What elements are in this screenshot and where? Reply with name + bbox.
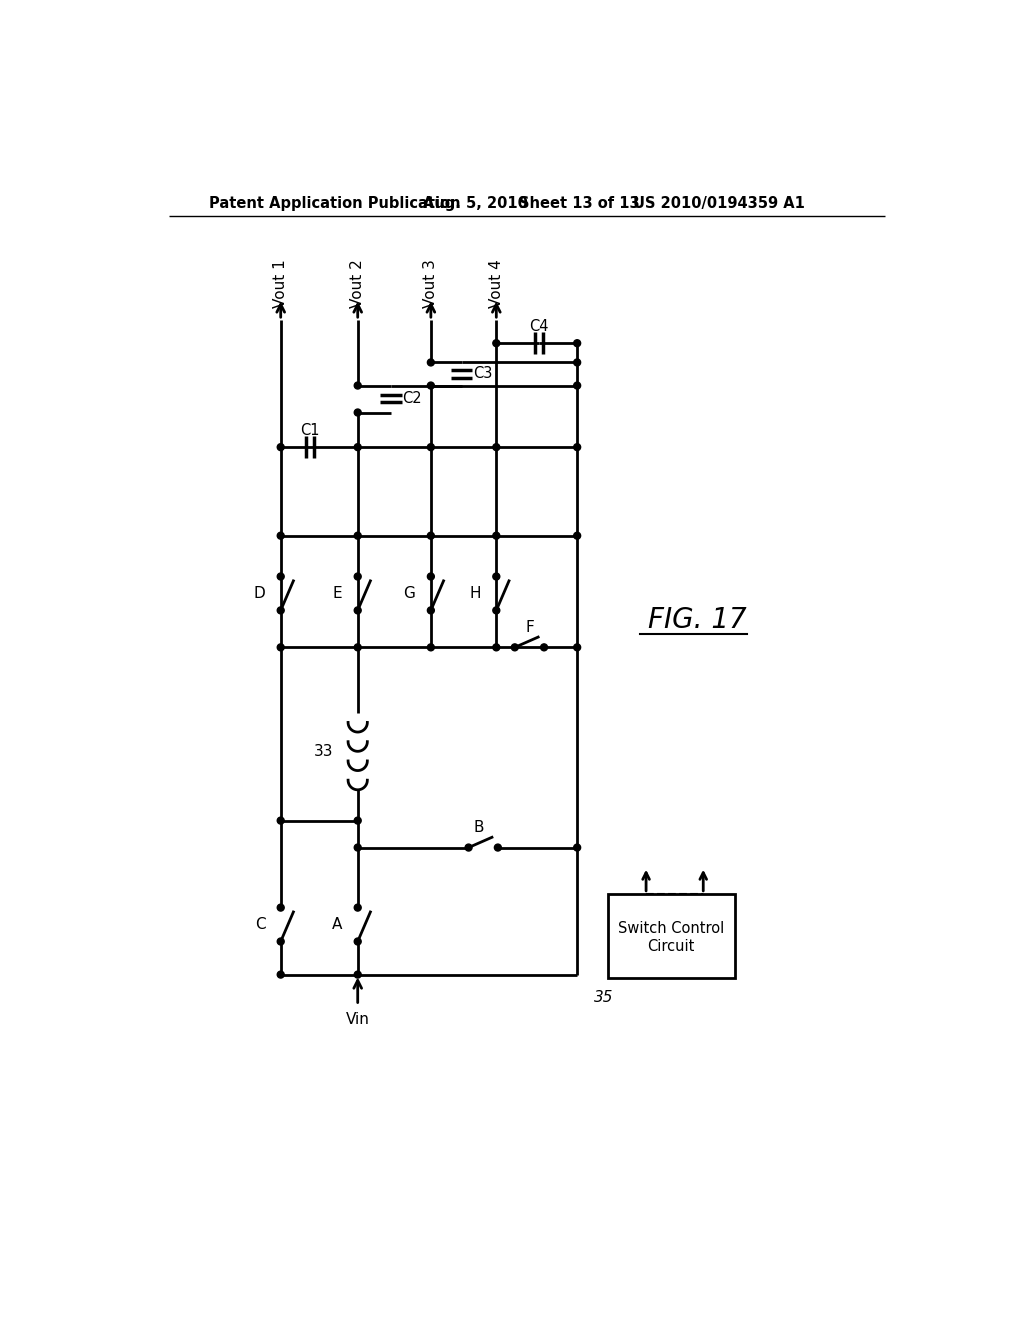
Circle shape — [354, 573, 361, 579]
Circle shape — [278, 532, 285, 539]
Circle shape — [573, 359, 581, 366]
Circle shape — [511, 644, 518, 651]
Circle shape — [493, 532, 500, 539]
Circle shape — [427, 644, 434, 651]
Circle shape — [427, 444, 434, 450]
Text: F: F — [525, 620, 535, 635]
Circle shape — [278, 573, 285, 579]
Circle shape — [493, 573, 500, 579]
Text: C1: C1 — [300, 422, 319, 438]
Circle shape — [354, 409, 361, 416]
Circle shape — [278, 644, 285, 651]
Circle shape — [493, 444, 500, 450]
Text: 35: 35 — [594, 990, 613, 1006]
Text: Switch Control: Switch Control — [617, 921, 724, 936]
Circle shape — [278, 444, 285, 450]
Text: Aug. 5, 2010: Aug. 5, 2010 — [423, 195, 528, 211]
Text: B: B — [473, 820, 484, 836]
Text: FIG. 17: FIG. 17 — [648, 606, 746, 635]
Circle shape — [354, 532, 361, 539]
Circle shape — [427, 381, 434, 389]
Text: C2: C2 — [402, 391, 422, 407]
Circle shape — [278, 972, 285, 978]
Text: E: E — [333, 586, 342, 601]
Text: Vout 4: Vout 4 — [488, 259, 504, 308]
Circle shape — [354, 644, 361, 651]
Text: 33: 33 — [313, 743, 333, 759]
Text: C3: C3 — [473, 367, 493, 381]
Text: Vin: Vin — [346, 1011, 370, 1027]
Circle shape — [573, 532, 581, 539]
Circle shape — [573, 444, 581, 450]
Text: Sheet 13 of 13: Sheet 13 of 13 — [519, 195, 640, 211]
Circle shape — [427, 607, 434, 614]
Text: Vout 1: Vout 1 — [273, 259, 288, 308]
Text: Circuit: Circuit — [647, 940, 695, 954]
Circle shape — [493, 644, 500, 651]
Circle shape — [541, 644, 548, 651]
Text: G: G — [403, 586, 416, 601]
Bar — [608, 894, 735, 978]
Circle shape — [573, 339, 581, 347]
Circle shape — [278, 817, 285, 824]
Circle shape — [278, 607, 285, 614]
Text: C: C — [255, 917, 265, 932]
Circle shape — [354, 444, 361, 450]
Circle shape — [465, 843, 472, 851]
Text: US 2010/0194359 A1: US 2010/0194359 A1 — [633, 195, 805, 211]
Circle shape — [427, 573, 434, 579]
Circle shape — [354, 607, 361, 614]
Circle shape — [278, 939, 285, 945]
Circle shape — [278, 904, 285, 911]
Circle shape — [427, 359, 434, 366]
Circle shape — [573, 644, 581, 651]
Circle shape — [354, 817, 361, 824]
Circle shape — [354, 843, 361, 851]
Circle shape — [573, 843, 581, 851]
Circle shape — [493, 339, 500, 347]
Circle shape — [354, 904, 361, 911]
Circle shape — [354, 972, 361, 978]
Circle shape — [493, 607, 500, 614]
Text: C4: C4 — [529, 318, 549, 334]
Circle shape — [427, 532, 434, 539]
Circle shape — [354, 381, 361, 389]
Circle shape — [354, 939, 361, 945]
Text: Vout 3: Vout 3 — [423, 259, 438, 308]
Circle shape — [495, 843, 502, 851]
Text: Vout 2: Vout 2 — [350, 259, 366, 308]
Text: Patent Application Publication: Patent Application Publication — [209, 195, 461, 211]
Text: A: A — [332, 917, 342, 932]
Circle shape — [573, 381, 581, 389]
Text: H: H — [469, 586, 481, 601]
Text: D: D — [254, 586, 265, 601]
